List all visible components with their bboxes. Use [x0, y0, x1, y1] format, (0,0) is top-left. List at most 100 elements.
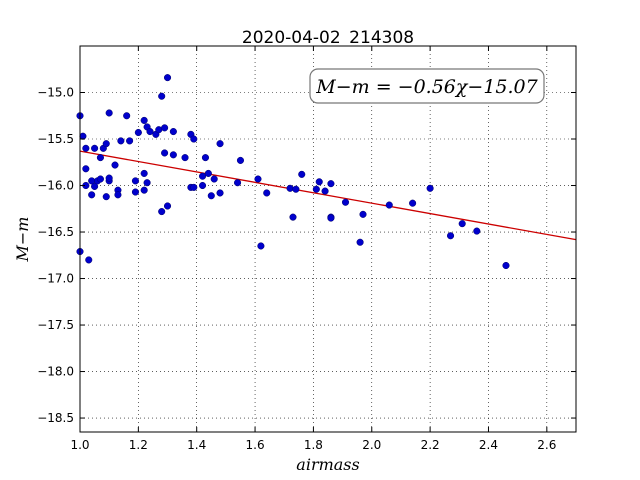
data-point — [161, 124, 169, 132]
data-point — [155, 126, 163, 134]
data-point — [123, 112, 131, 120]
data-point — [201, 154, 210, 162]
y-tick-label: −15.5 — [37, 132, 74, 146]
x-tick-label: 1.8 — [304, 438, 323, 452]
data-point — [204, 169, 212, 177]
data-point — [105, 174, 113, 182]
data-point — [312, 185, 320, 193]
data-point — [96, 154, 104, 162]
y-axis-label: M−m — [13, 217, 32, 263]
data-point — [359, 210, 367, 218]
fit-equation: M−m = −0.56χ−15.07 — [315, 76, 538, 98]
data-point — [105, 109, 113, 117]
data-point — [458, 220, 466, 228]
data-point — [82, 144, 90, 152]
data-point — [327, 214, 335, 222]
plot-area — [76, 45, 577, 433]
axes-background — [80, 46, 576, 432]
data-point — [341, 198, 350, 206]
x-tick-label: 2.4 — [479, 438, 498, 452]
data-point — [96, 175, 104, 183]
data-point — [102, 140, 110, 148]
y-tick-label: −16.0 — [37, 179, 74, 193]
data-point — [88, 191, 96, 199]
data-point — [321, 187, 329, 195]
data-point — [181, 154, 189, 162]
data-point — [426, 184, 434, 192]
y-tick-label: −17.5 — [37, 318, 74, 332]
data-point — [292, 185, 300, 193]
axes-frame — [79, 45, 577, 433]
data-point — [131, 188, 139, 196]
data-point — [146, 128, 154, 136]
y-tick-label: −17.0 — [37, 272, 74, 286]
y-tick-label: −18.0 — [37, 365, 74, 379]
data-point — [257, 242, 265, 250]
data-point — [163, 74, 172, 82]
data-point — [315, 178, 323, 186]
data-point — [161, 149, 169, 157]
data-point — [134, 128, 142, 137]
data-point — [198, 172, 207, 180]
fit-annotation-box: M−m = −0.56χ−15.07 — [309, 68, 545, 104]
data-point — [102, 193, 110, 201]
y-tick-label: −15.0 — [37, 86, 74, 100]
x-tick-label: 1.4 — [187, 438, 206, 452]
data-points — [76, 74, 510, 270]
data-point — [216, 189, 224, 197]
data-point — [210, 175, 218, 183]
y-tick-labels: −15.0 −15.5 −16.0 −16.5 −17.0 −17.5 −18.0 −18.5 — [37, 86, 74, 426]
data-point — [82, 165, 90, 173]
data-point — [114, 191, 122, 199]
data-point — [356, 238, 364, 246]
chart-title: 2020-04-02_214308 — [242, 28, 414, 48]
data-point — [298, 170, 306, 178]
y-tick-label: −18.5 — [37, 411, 74, 425]
data-point — [234, 179, 242, 187]
data-point — [85, 256, 93, 264]
data-point — [446, 232, 455, 240]
fit-line — [79, 150, 577, 241]
data-point — [163, 202, 172, 210]
data-point — [327, 180, 335, 188]
data-point — [117, 137, 125, 145]
data-point — [190, 135, 198, 143]
data-point — [169, 128, 177, 136]
data-point — [254, 175, 262, 183]
data-point — [263, 189, 271, 197]
x-tick-labels: 1.0 1.2 1.4 1.6 1.8 2.0 2.2 2.4 2.6 — [70, 438, 556, 452]
data-point — [236, 156, 245, 164]
data-point — [502, 261, 510, 270]
data-point — [169, 151, 177, 159]
annotation-frame — [309, 68, 545, 104]
data-point — [207, 192, 215, 200]
data-point — [198, 181, 207, 190]
data-point — [409, 199, 417, 207]
x-tick-label: 1.6 — [246, 438, 265, 452]
data-point — [216, 140, 224, 148]
data-point — [158, 208, 166, 216]
data-point — [190, 183, 198, 191]
data-point — [126, 137, 134, 145]
data-point — [111, 161, 119, 169]
data-point — [131, 177, 139, 185]
x-tick-label: 1.2 — [129, 438, 148, 452]
x-tick-label: 2.2 — [421, 438, 440, 452]
data-point — [91, 144, 99, 152]
data-point — [158, 92, 166, 100]
fit-line-layer — [79, 150, 577, 241]
data-point — [289, 213, 297, 221]
x-axis-label: airmass — [296, 455, 359, 474]
data-point — [140, 169, 148, 177]
y-tick-label: −16.5 — [37, 225, 74, 239]
tick-marks — [79, 46, 576, 432]
data-point — [140, 116, 148, 124]
data-point — [286, 184, 294, 192]
data-point — [91, 182, 99, 190]
data-point — [140, 186, 148, 194]
data-point — [473, 227, 481, 235]
x-tick-label: 2.6 — [537, 438, 556, 452]
data-point — [385, 201, 393, 209]
x-tick-label: 2.0 — [362, 438, 381, 452]
